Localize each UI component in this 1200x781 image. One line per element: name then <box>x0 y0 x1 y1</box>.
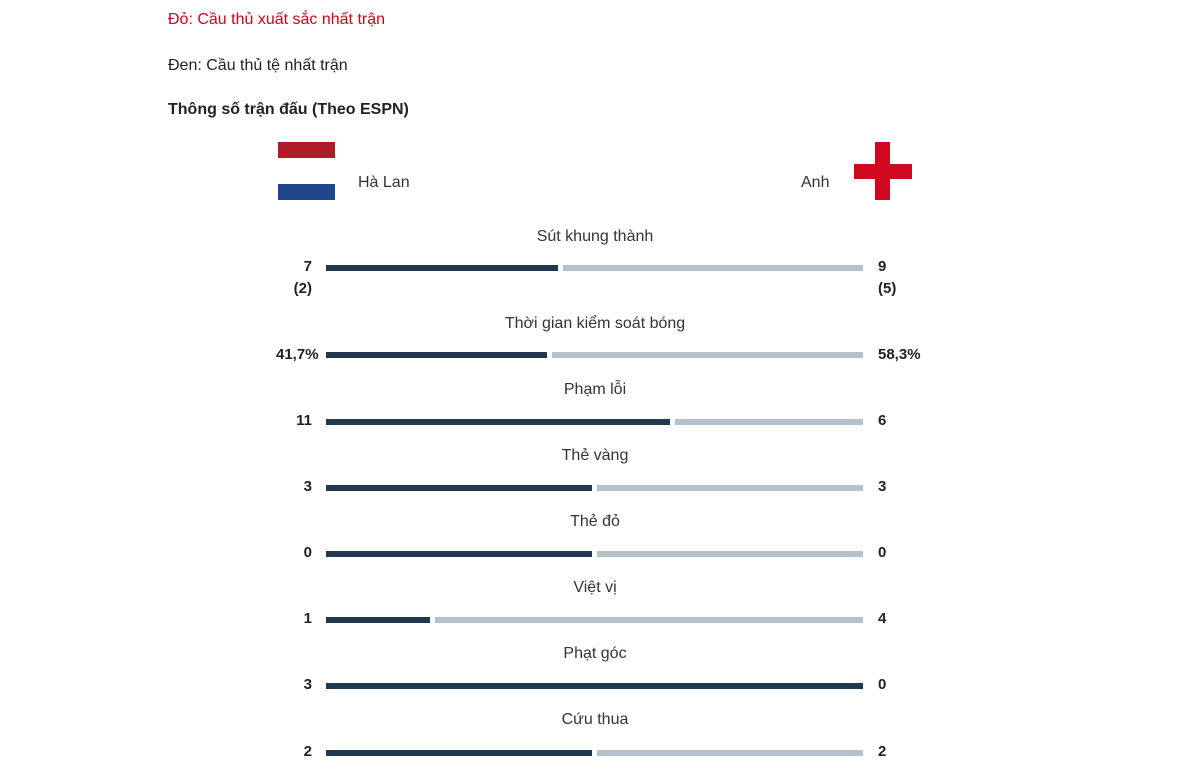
away-stat-value: 9 <box>878 258 887 275</box>
stat-comparison-bar <box>326 265 863 271</box>
away-share-bar <box>563 265 863 271</box>
home-stat-value: 11 <box>296 412 312 429</box>
stat-label: Cứu thua <box>561 711 629 728</box>
home-share-bar <box>326 750 592 756</box>
netherlands-flag-icon <box>278 141 335 201</box>
away-share-bar <box>435 617 863 623</box>
worst-player-legend: Đen: Cầu thủ tệ nhất trận <box>168 57 348 74</box>
away-stat-value: 6 <box>878 412 887 429</box>
away-stat-value: 58,3% <box>878 346 921 363</box>
best-player-legend: Đỏ: Cầu thủ xuất sắc nhất trận <box>168 11 386 28</box>
home-share-bar <box>326 617 430 623</box>
stat-comparison-bar <box>326 485 863 491</box>
stat-row-offsides: Việt vị 1 4 <box>276 579 936 649</box>
home-stat-value: 3 <box>303 478 312 495</box>
stat-row-fouls: Phạm lỗi 11 6 <box>276 381 936 451</box>
stat-row-corners: Phạt góc 3 0 <box>276 645 936 715</box>
stat-comparison-bar <box>326 750 863 756</box>
england-flag-icon <box>854 142 912 200</box>
away-share-bar <box>552 352 863 358</box>
away-share-bar <box>597 750 863 756</box>
stat-row-possession: Thời gian kiểm soát bóng 41,7% 58,3% <box>276 315 936 385</box>
stat-comparison-bar <box>326 419 863 425</box>
stat-comparison-bar <box>326 683 863 689</box>
away-stat-value: 4 <box>878 610 887 627</box>
stat-row-yellow-cards: Thẻ vàng 3 3 <box>276 447 936 517</box>
home-team-name: Hà Lan <box>358 174 410 191</box>
away-stat-value: 0 <box>878 676 887 693</box>
away-share-bar <box>675 419 863 425</box>
away-stat-value: 0 <box>878 544 887 561</box>
home-share-bar <box>326 419 670 425</box>
home-stat-value: 2 <box>303 743 312 760</box>
away-stat-value: 2 <box>878 743 887 760</box>
stat-label: Thời gian kiểm soát bóng <box>504 315 686 332</box>
stat-label: Thẻ vàng <box>561 447 629 464</box>
home-share-bar <box>326 551 592 557</box>
stat-comparison-bar <box>326 352 863 358</box>
home-stat-value: 0 <box>303 544 312 561</box>
away-stat-value: 3 <box>878 478 887 495</box>
away-share-bar <box>597 551 863 557</box>
stat-comparison-bar <box>326 551 863 557</box>
stat-label: Phạm lỗi <box>563 381 627 398</box>
home-share-bar <box>326 683 863 689</box>
away-stat-subvalue: (5) <box>878 280 897 297</box>
home-share-bar <box>326 265 558 271</box>
home-share-bar <box>326 352 547 358</box>
home-share-bar <box>326 485 592 491</box>
stat-row-red-cards: Thẻ đỏ 0 0 <box>276 513 936 583</box>
stats-section-title: Thông số trận đấu (Theo ESPN) <box>168 101 409 118</box>
home-stat-value: 41,7% <box>276 346 319 363</box>
stat-label: Thẻ đỏ <box>570 513 620 530</box>
stat-label: Việt vị <box>573 579 617 596</box>
away-share-bar <box>597 485 863 491</box>
home-stat-value: 3 <box>303 676 312 693</box>
stat-row-shots-on-target: Sút khung thành 7 (2) 9 (5) <box>276 228 936 298</box>
stat-row-saves: Cứu thua 2 2 <box>276 711 936 781</box>
stat-comparison-bar <box>326 617 863 623</box>
home-stat-value: 7 <box>303 258 312 275</box>
home-stat-value: 1 <box>303 610 312 627</box>
away-team-name: Anh <box>801 174 830 191</box>
home-stat-subvalue: (2) <box>293 280 312 297</box>
stat-label: Phạt góc <box>563 645 627 662</box>
stat-label: Sút khung thành <box>536 228 654 245</box>
